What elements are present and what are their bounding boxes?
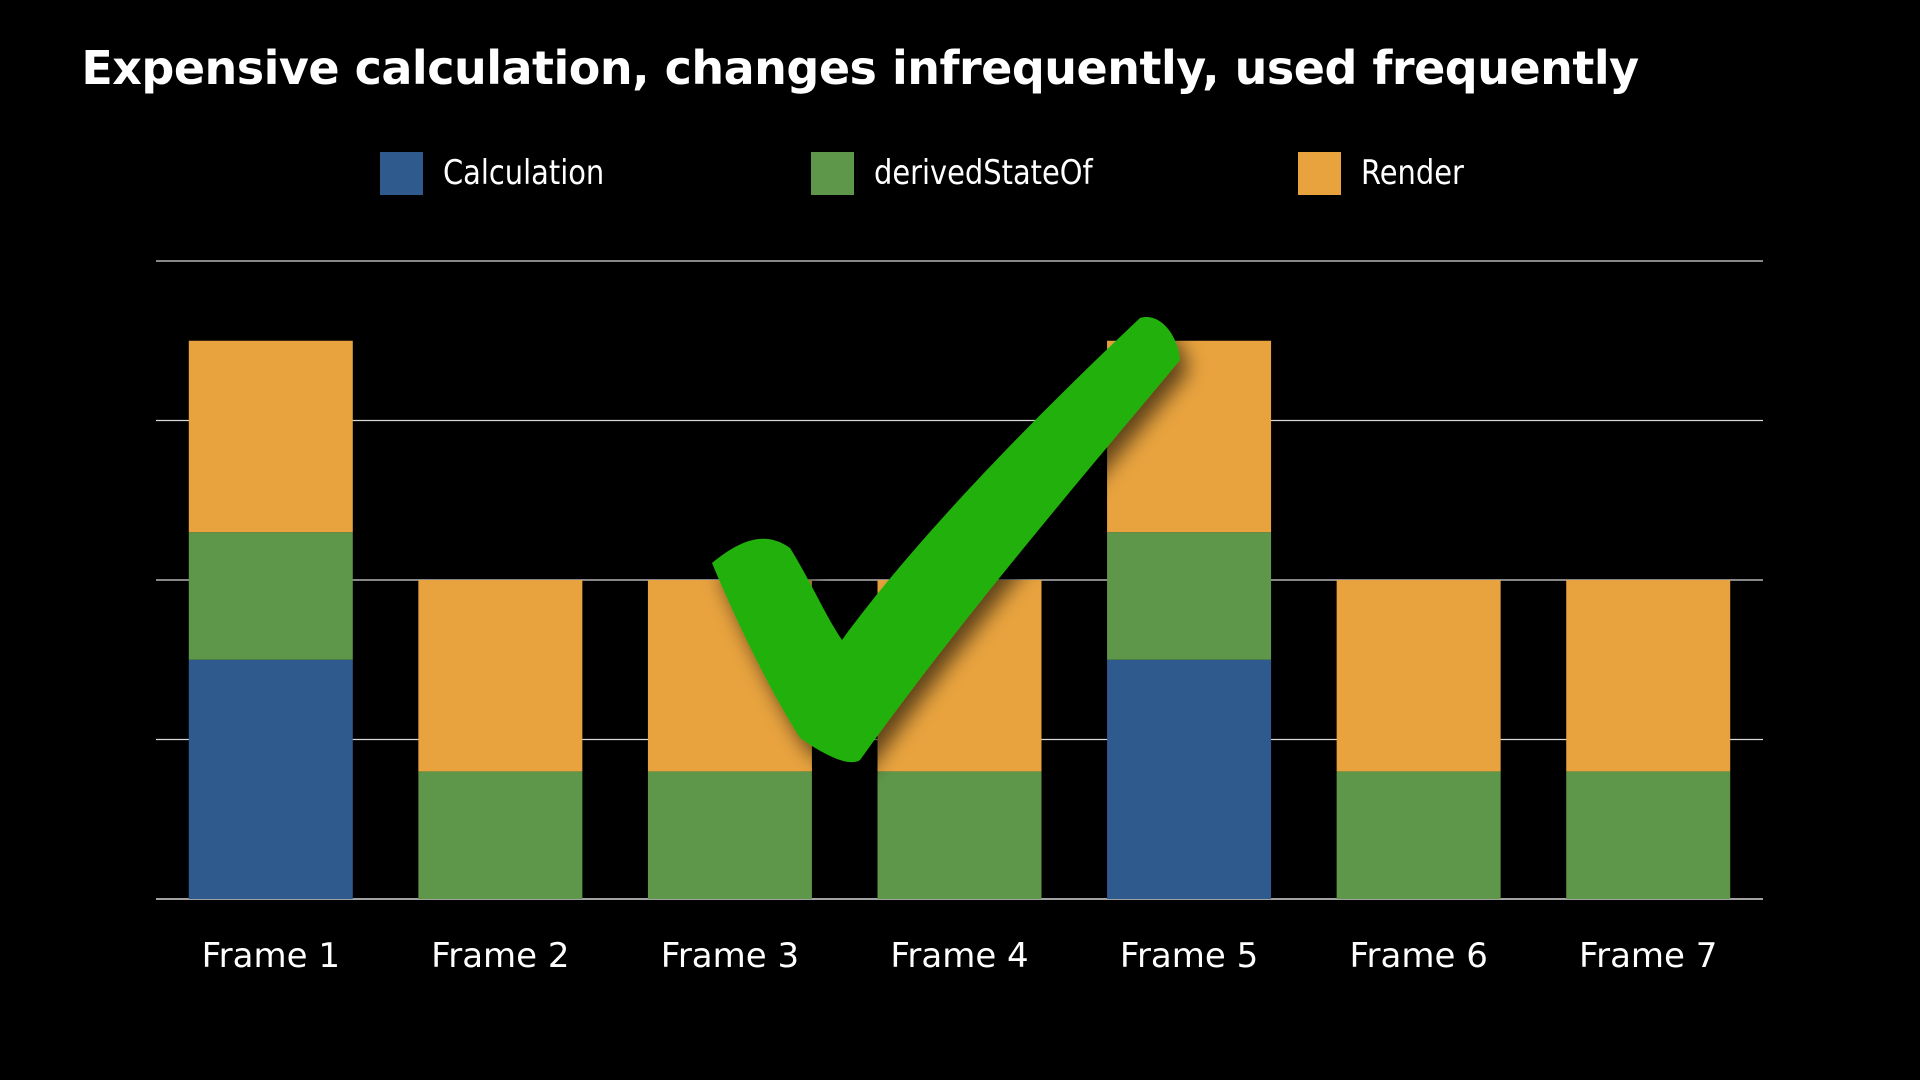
bar-segment-render-1: [188, 340, 353, 533]
checkmark-icon: [712, 317, 1180, 763]
bar-segment-render-2: [418, 580, 583, 772]
legend-item-derivedstateof: derivedStateOf: [811, 150, 1131, 196]
x-tick-label: Frame 3: [661, 936, 799, 976]
x-tick-labels: Frame 1 Frame 2 Frame 3 Frame 4 Frame 5 Frame…: [202, 936, 1718, 976]
bar-segment-render-6: [1336, 580, 1501, 772]
x-tick-label: Frame 6: [1349, 936, 1487, 976]
x-tick-label: Frame 7: [1579, 936, 1717, 976]
legend-label-derivedstateof: derivedStateOf: [874, 153, 1093, 193]
x-tick-label: Frame 4: [890, 936, 1028, 976]
legend-swatch-render: [1298, 151, 1341, 195]
chart-title: Expensive calculation, changes infrequen…: [81, 41, 1639, 95]
legend: Calculation derivedStateOf Render: [0, 150, 1920, 200]
bar-segment-derivedstateof-7: [1566, 771, 1731, 899]
bar-segment-derivedstateof-2: [418, 771, 583, 899]
bar-segment-derivedstateof-1: [188, 532, 353, 660]
x-tick-label: Frame 1: [202, 936, 340, 976]
bar-segment-derivedstateof-5: [1107, 532, 1272, 660]
bar-segment-derivedstateof-6: [1336, 771, 1501, 899]
legend-item-render: Render: [1298, 150, 1482, 196]
checkmark-overlay: [712, 317, 1180, 763]
legend-swatch-calculation: [380, 151, 423, 195]
bar-segment-render-7: [1566, 580, 1731, 772]
bar-segment-derivedstateof-4: [877, 771, 1042, 899]
legend-label-calculation: Calculation: [443, 153, 605, 193]
bar-segment-calculation-5: [1107, 659, 1272, 899]
legend-label-render: Render: [1361, 153, 1464, 193]
legend-swatch-derivedstateof: [811, 151, 854, 195]
legend-item-calculation: Calculation: [380, 150, 633, 196]
x-tick-label: Frame 2: [431, 936, 569, 976]
x-tick-label: Frame 5: [1120, 936, 1258, 976]
bar-segment-derivedstateof-3: [647, 771, 812, 899]
bar-segment-calculation-1: [188, 659, 353, 899]
